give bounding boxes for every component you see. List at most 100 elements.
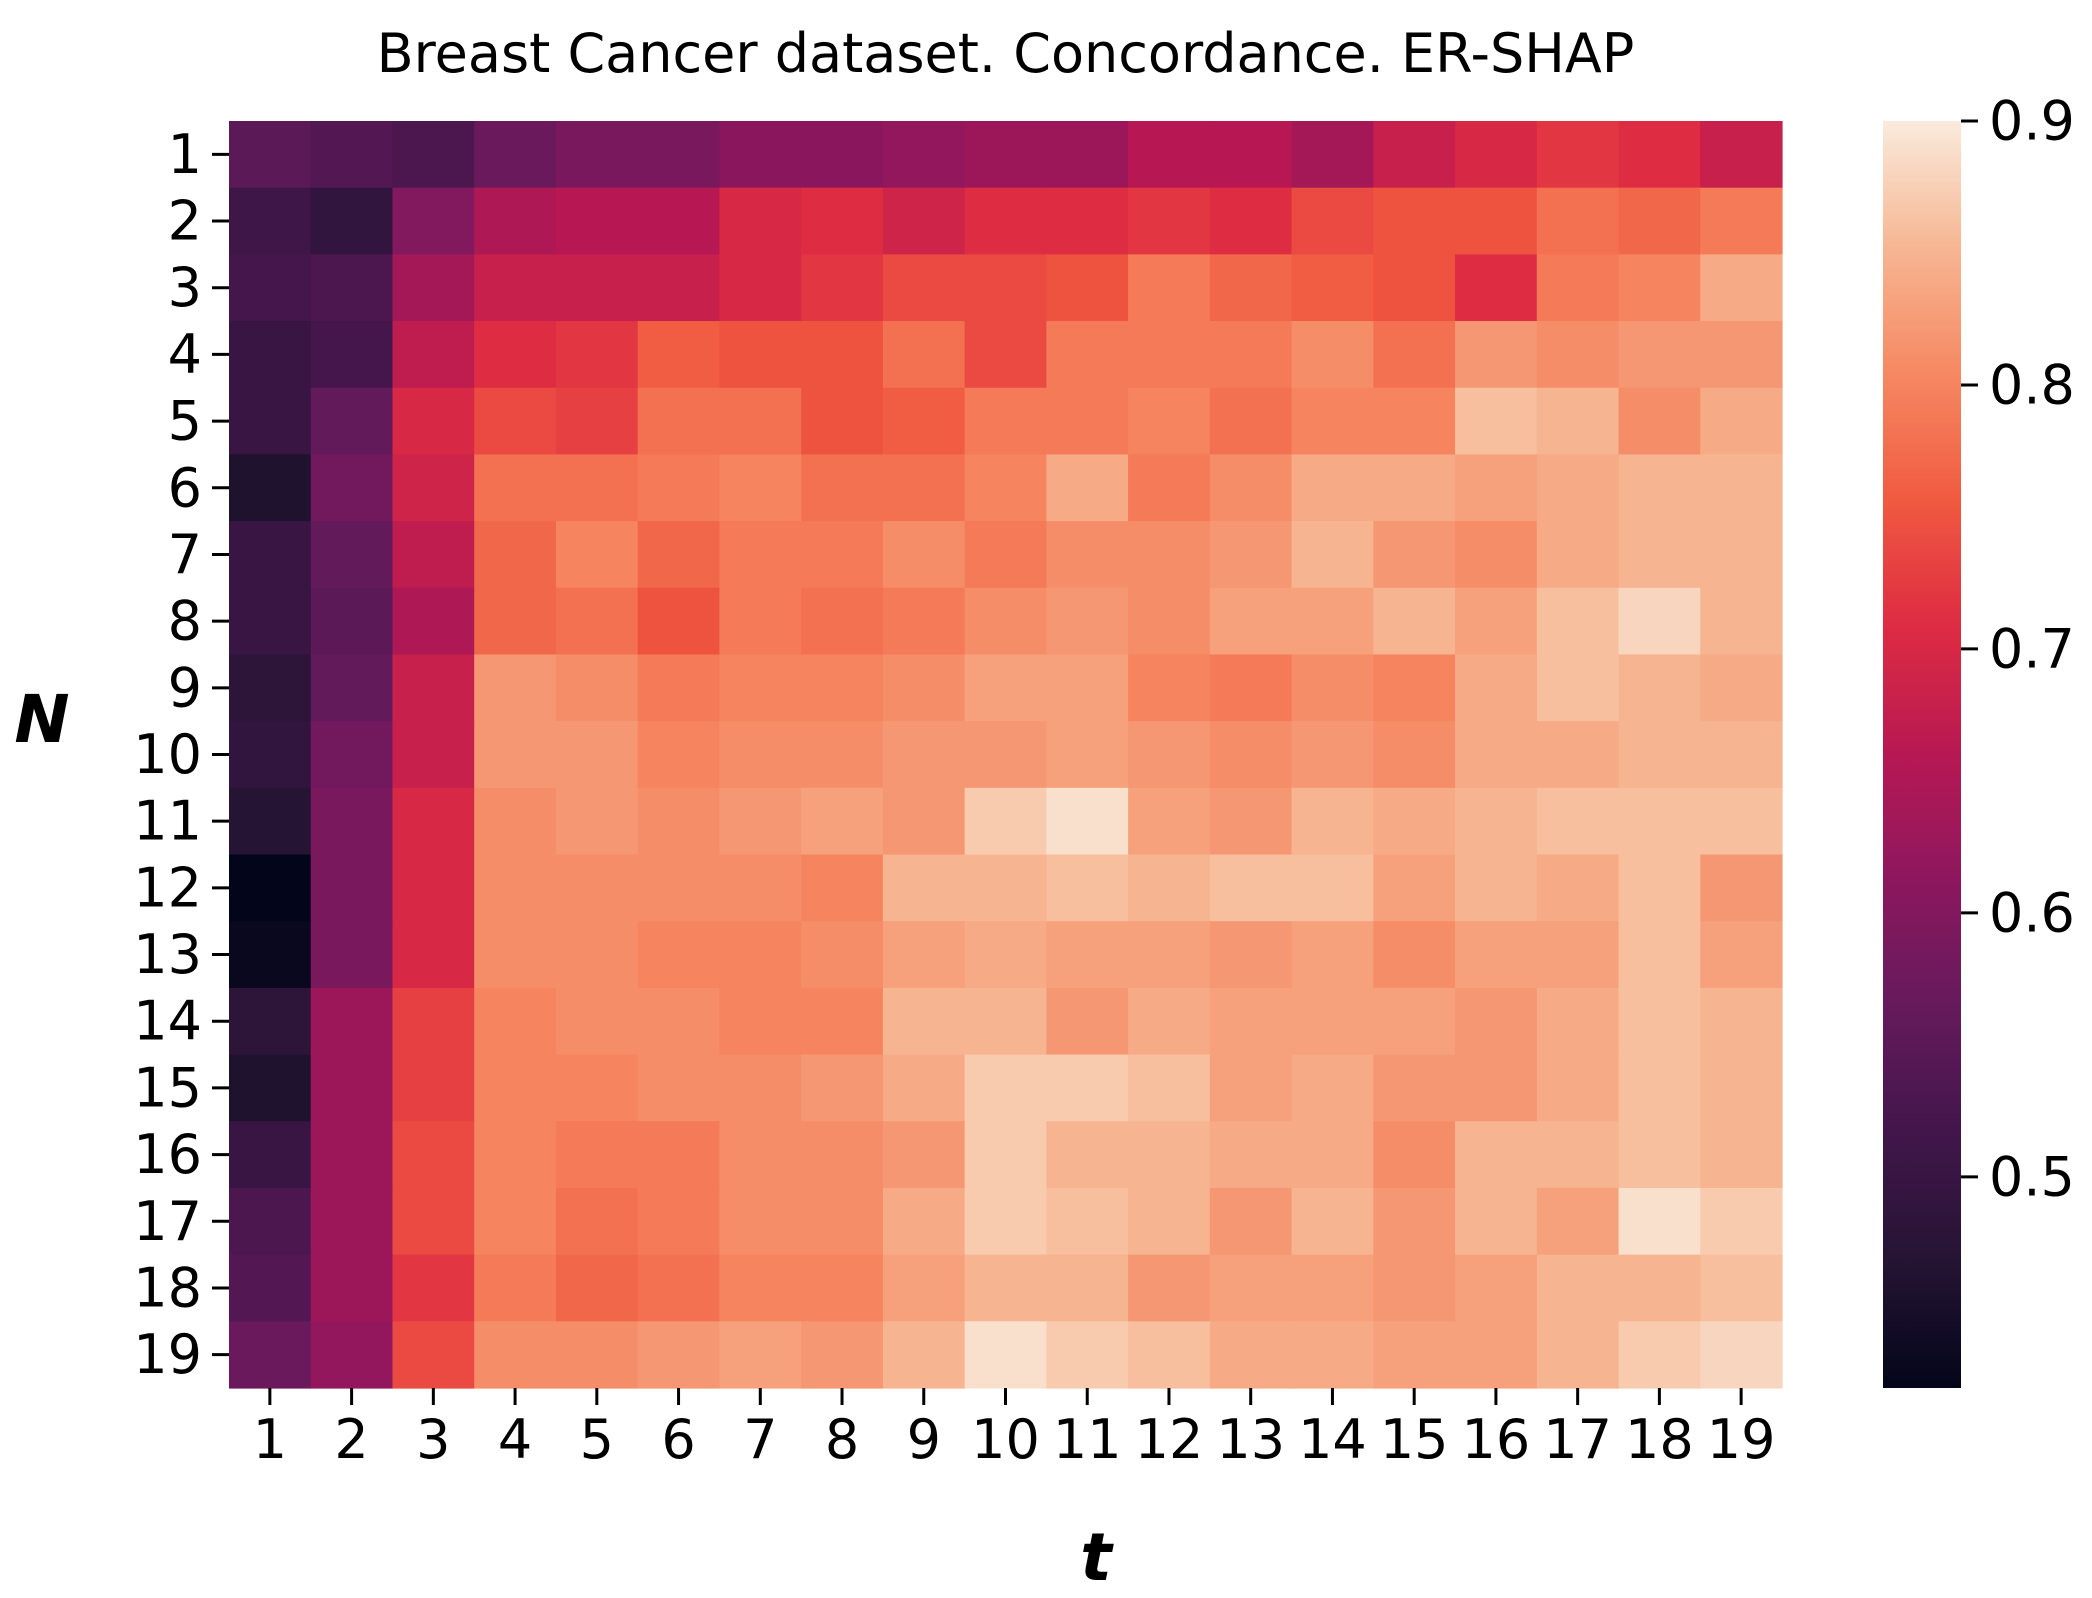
heatmap-cell: [637, 787, 721, 856]
heatmap-cell: [801, 254, 884, 322]
heatmap-cell: [392, 587, 475, 656]
heatmap-cell: [1046, 1054, 1129, 1122]
heatmap-cell: [474, 1321, 557, 1389]
heatmap-cell: [555, 787, 639, 856]
heatmap-cell: [801, 1054, 884, 1122]
heatmap-cell: [637, 1121, 721, 1189]
heatmap-cell: [1209, 187, 1293, 255]
heatmap-cell: [1291, 1121, 1374, 1189]
heatmap-cell: [229, 921, 312, 989]
heatmap-cell: [555, 1054, 639, 1122]
heatmap-cell: [1128, 454, 1211, 522]
heatmap-cell: [719, 321, 802, 389]
heatmap-cell: [229, 987, 312, 1056]
heatmap-cell: [637, 1321, 721, 1389]
heatmap-cell: [310, 121, 394, 189]
heatmap-cell: [1291, 321, 1374, 389]
heatmap-cell: [229, 321, 312, 389]
heatmap-cell: [1618, 854, 1701, 922]
heatmap-cell: [1700, 1321, 1783, 1389]
heatmap-cell: [964, 921, 1047, 989]
heatmap-cell: [310, 187, 394, 255]
x-tick-label: 2: [334, 1408, 368, 1471]
heatmap-cell: [1128, 121, 1211, 189]
heatmap-cell: [801, 387, 884, 456]
heatmap-cell: [1373, 854, 1456, 922]
heatmap-cell: [1046, 1321, 1129, 1389]
heatmap-cell: [1373, 121, 1456, 189]
heatmap-cell: [1618, 1054, 1701, 1122]
heatmap-cell: [1700, 121, 1783, 189]
heatmap-cell: [1291, 454, 1374, 522]
heatmap-cell: [1536, 1321, 1620, 1389]
x-tick-label: 18: [1625, 1408, 1694, 1471]
y-tick-label: 6: [168, 456, 202, 519]
x-tick-label: 5: [580, 1408, 614, 1471]
y-tick-label: 2: [168, 190, 202, 253]
heatmap-cell: [964, 787, 1047, 856]
heatmap-cell: [555, 521, 639, 589]
heatmap-cell: [1128, 921, 1211, 989]
heatmap-cell: [392, 1321, 475, 1389]
heatmap-cell: [1618, 1187, 1701, 1256]
heatmap-cell: [229, 1054, 312, 1122]
heatmap-cell: [1536, 921, 1620, 989]
heatmap-cell: [474, 187, 557, 255]
heatmap-cell: [1618, 921, 1701, 989]
heatmap-cell: [719, 1121, 802, 1189]
heatmap-cell: [310, 387, 394, 456]
heatmap-cell: [719, 254, 802, 322]
heatmap-cell: [719, 387, 802, 456]
x-tick-label: 17: [1543, 1408, 1612, 1471]
heatmap-cell: [1373, 1054, 1456, 1122]
heatmap-cell: [310, 854, 394, 922]
heatmap-cell: [474, 1254, 557, 1322]
y-tick-label: 16: [133, 1123, 202, 1186]
heatmap-cell: [229, 1187, 312, 1256]
heatmap-cell: [1128, 387, 1211, 456]
heatmap-cell: [1700, 1121, 1783, 1189]
heatmap-cell: [1209, 254, 1293, 322]
heatmap-cell: [1700, 854, 1783, 922]
heatmap-cell: [637, 521, 721, 589]
heatmap-cell: [1618, 587, 1701, 656]
heatmap-cell: [801, 1254, 884, 1322]
heatmap-cell: [801, 654, 884, 722]
colorbar-tick-label: 0.9: [1989, 90, 2075, 153]
y-tick-label: 8: [168, 590, 202, 653]
heatmap-cell: [229, 187, 312, 255]
heatmap-cell: [1700, 1054, 1783, 1122]
x-tick-label: 15: [1380, 1408, 1449, 1471]
heatmap-cell: [392, 254, 475, 322]
y-tick-label: 11: [133, 790, 202, 853]
heatmap-cell: [474, 1121, 557, 1189]
heatmap-cell: [310, 787, 394, 856]
heatmap-cell: [1455, 1121, 1538, 1189]
x-tick-label: 6: [661, 1408, 695, 1471]
heatmap-cell: [1209, 121, 1293, 189]
heatmap-cell: [1291, 787, 1374, 856]
heatmap-cell: [392, 454, 475, 522]
heatmap-cell: [719, 121, 802, 189]
heatmap-cell: [555, 854, 639, 922]
heatmap-cell: [801, 1187, 884, 1256]
x-axis: 1 2 3 4 5 6 7 8 9 10 11 12 13 14 15 16 17 18 19: [253, 1388, 1775, 1471]
heatmap-cell: [1618, 321, 1701, 389]
heatmap-cell: [1373, 921, 1456, 989]
heatmap-cell: [1046, 654, 1129, 722]
heatmap-cell: [474, 1054, 557, 1122]
x-tick-label: 4: [498, 1408, 532, 1471]
heatmap-cell: [310, 1321, 394, 1389]
heatmap-cell: [1618, 1121, 1701, 1189]
heatmap-cell: [964, 254, 1047, 322]
heatmap-cell: [1618, 454, 1701, 522]
y-tick-label: 9: [168, 656, 202, 719]
heatmap-cell: [1536, 121, 1620, 189]
heatmap-cell: [474, 521, 557, 589]
heatmap-cell: [1046, 121, 1129, 189]
x-tick-label: 13: [1216, 1408, 1285, 1471]
heatmap-cell: [719, 654, 802, 722]
heatmap-cell: [1291, 387, 1374, 456]
heatmap-cell: [1618, 1254, 1701, 1322]
heatmap-cell: [392, 187, 475, 255]
